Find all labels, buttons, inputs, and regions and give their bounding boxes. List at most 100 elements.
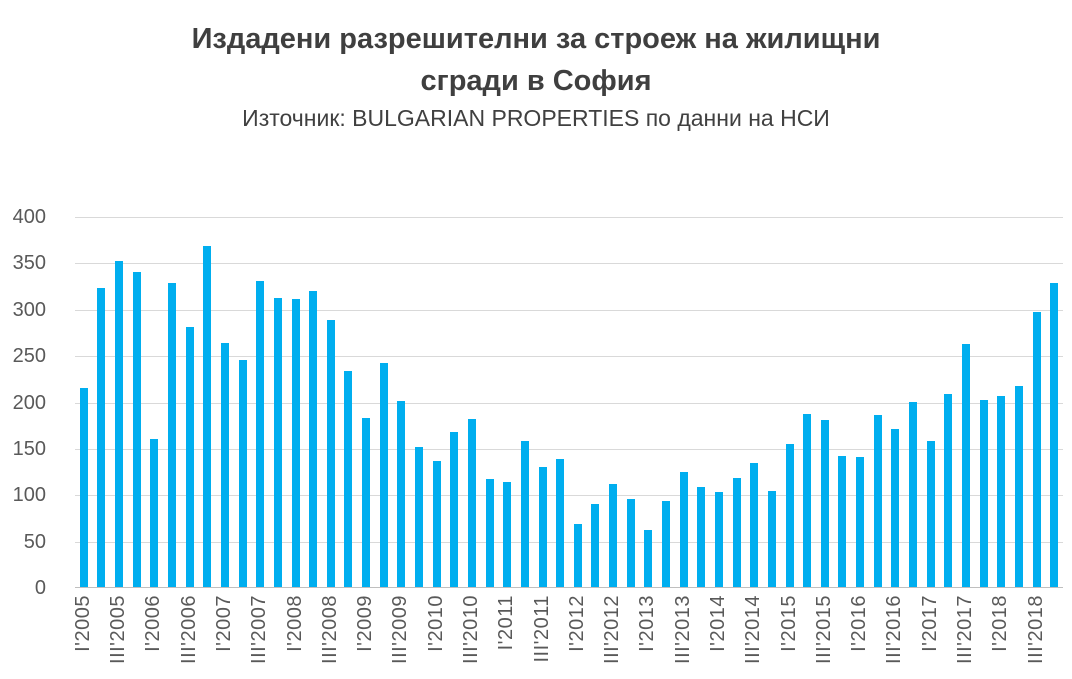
bar (520, 441, 529, 587)
bar (273, 297, 282, 587)
bar (79, 387, 88, 587)
bar (997, 395, 1006, 587)
gridline (75, 402, 1063, 404)
x-tick-label: I'2012 (565, 595, 588, 652)
bar (309, 291, 318, 587)
x-tick-label: I'2018 (989, 595, 1012, 652)
x-tick-label: III'2012 (601, 595, 624, 664)
x-tick-label: I'2016 (848, 595, 871, 652)
x-tick-label: I'2006 (142, 595, 165, 652)
bar (467, 419, 476, 587)
x-tick-label: I'2007 (212, 595, 235, 652)
x-tick-label: III'2013 (671, 595, 694, 664)
bar (961, 344, 970, 587)
bar (873, 414, 882, 587)
chart-title-line2: сгради в София (420, 65, 652, 97)
bar (115, 260, 124, 587)
bar (1032, 312, 1041, 587)
bar (150, 438, 159, 587)
bar (326, 319, 335, 587)
x-tick-label: I'2015 (777, 595, 800, 652)
gridline (75, 495, 1063, 497)
gridline (75, 541, 1063, 543)
bar (750, 462, 759, 587)
bar (538, 467, 547, 587)
bar (1014, 385, 1023, 587)
bar (168, 282, 177, 587)
x-tick-label: I'2011 (495, 595, 518, 651)
x-tick-label: III'2010 (459, 595, 482, 664)
x-tick-label: III'2008 (318, 595, 341, 664)
bar (838, 456, 847, 587)
y-tick-label: 50 (23, 530, 46, 553)
x-tick-label: I'2014 (706, 595, 729, 652)
x-tick-label: III'2014 (742, 595, 765, 664)
bar (291, 298, 300, 587)
x-tick-label: I'2013 (636, 595, 659, 652)
bar (979, 399, 988, 587)
x-tick-label: I'2008 (283, 595, 306, 652)
bar (944, 394, 953, 587)
y-tick-label: 250 (12, 345, 46, 368)
bar (679, 472, 688, 587)
x-tick-label: I'2005 (71, 595, 94, 652)
bar (415, 446, 424, 587)
bar (856, 457, 865, 587)
x-tick-label: III'2015 (812, 595, 835, 664)
bar (644, 529, 653, 587)
chart-subtitle: Източник: BULGARIAN PROPERTIES по данни … (242, 105, 830, 131)
bar (132, 271, 141, 587)
bar (573, 523, 582, 587)
bar (432, 460, 441, 587)
y-tick-label: 400 (12, 206, 46, 228)
bar (591, 504, 600, 587)
x-tick-label: III'2018 (1024, 595, 1047, 664)
y-tick-label: 0 (34, 577, 46, 599)
x-tick-label: I'2009 (354, 595, 377, 652)
x-tick-label: III'2016 (883, 595, 906, 664)
bar (485, 479, 494, 587)
x-tick-label: I'2010 (424, 595, 447, 652)
x-tick-label: III'2005 (107, 595, 130, 664)
bar (362, 418, 371, 587)
bar (626, 498, 635, 587)
bar (450, 432, 459, 587)
chart-title: Издадени разрешителни за строеж на жилищ… (0, 18, 1072, 102)
bar (256, 280, 265, 587)
gridline (75, 448, 1063, 450)
gridline (75, 263, 1063, 265)
bar (203, 245, 212, 587)
y-tick-label: 200 (12, 391, 46, 414)
chart-title-line1: Издадени разрешителни за строеж на жилищ… (191, 23, 881, 55)
y-tick-label: 350 (12, 252, 46, 275)
bar (344, 370, 353, 587)
bar (803, 413, 812, 587)
bar (909, 401, 918, 587)
bar (785, 444, 794, 587)
gridline (75, 309, 1063, 311)
bar (820, 420, 829, 587)
y-tick-label: 150 (12, 437, 46, 460)
bar (662, 500, 671, 587)
bar (97, 288, 106, 587)
gridline (75, 217, 1063, 218)
gridline (75, 356, 1063, 358)
bar (379, 363, 388, 587)
x-tick-label: III'2006 (177, 595, 200, 664)
bar (767, 490, 776, 587)
bar (556, 459, 565, 587)
x-tick-label: III'2009 (389, 595, 412, 664)
bar (891, 429, 900, 587)
bar (238, 359, 247, 587)
y-tick-label: 300 (12, 298, 46, 321)
plot-area (75, 217, 1063, 588)
y-tick-label: 100 (12, 484, 46, 507)
x-tick-label: III'2011 (530, 595, 553, 663)
bar (503, 482, 512, 587)
bar (220, 343, 229, 587)
bar (732, 477, 741, 587)
bar (697, 486, 706, 587)
x-tick-label: I'2017 (918, 595, 941, 652)
bar (609, 484, 618, 587)
